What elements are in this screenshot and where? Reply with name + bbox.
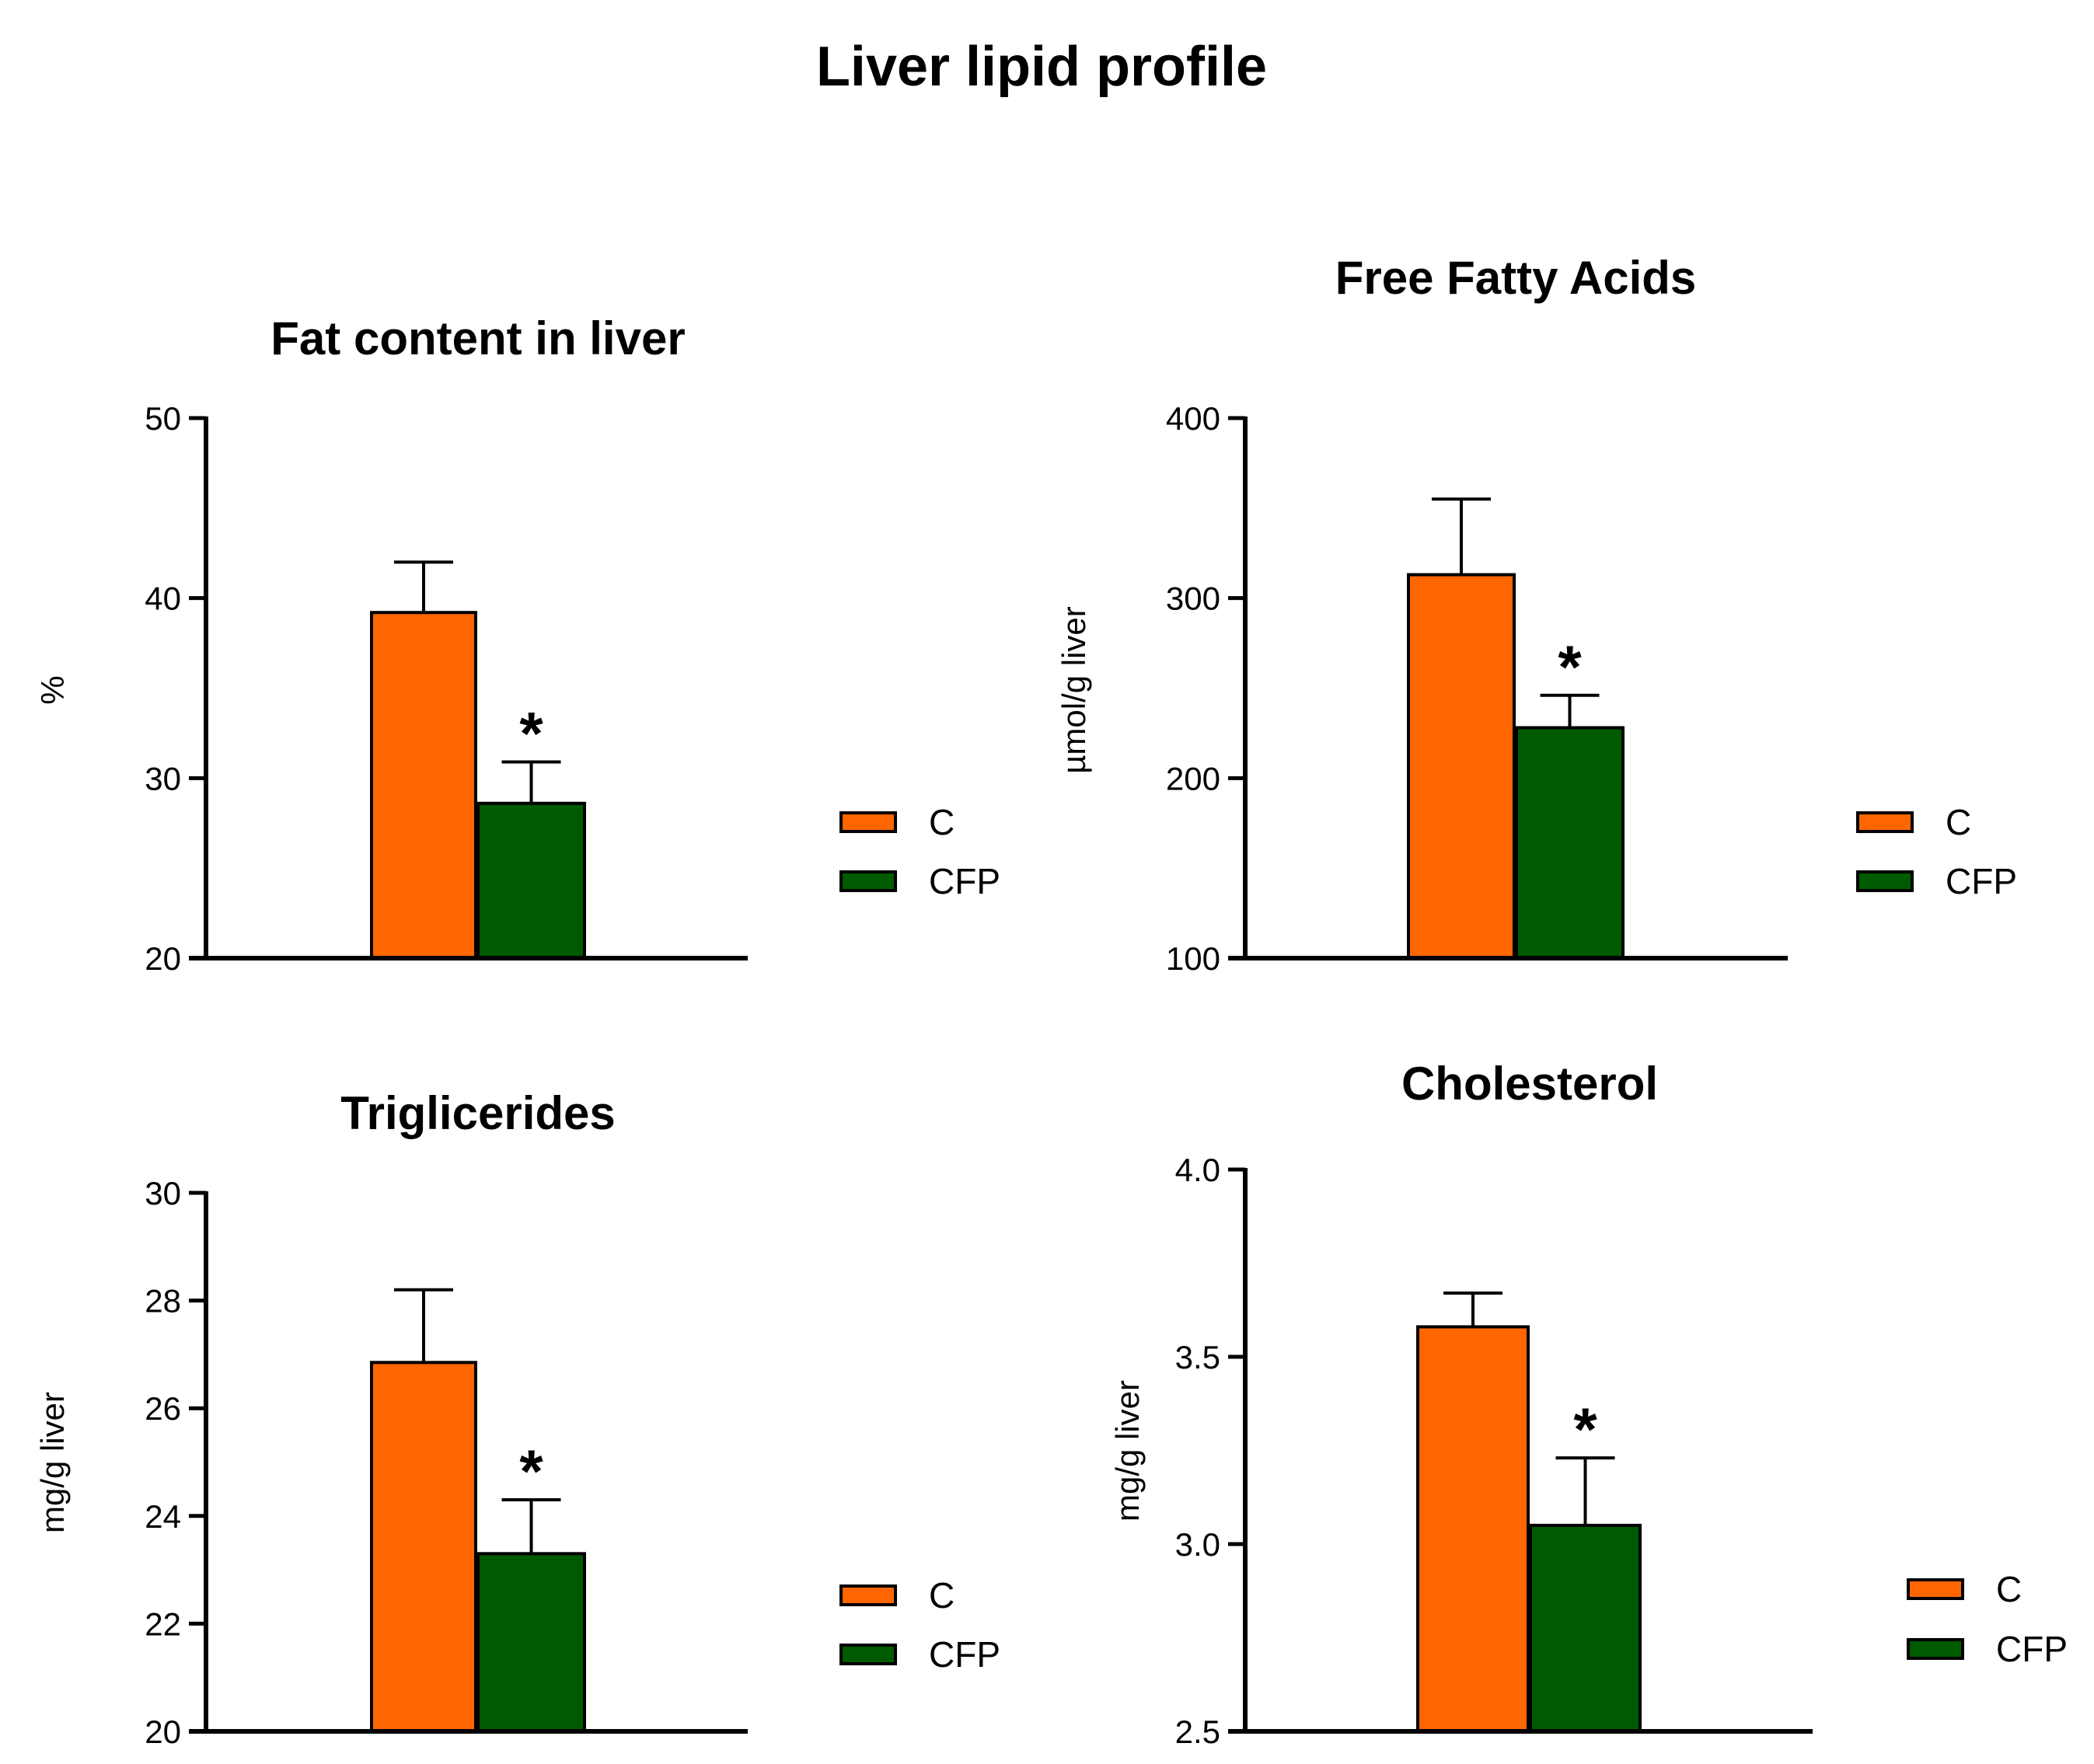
chart-panel-2: Free Fatty Acids µmol/g liver * 100 200 300 40… [1056, 252, 2017, 977]
bar-cfp [1529, 1523, 1642, 1734]
chart-title: Fat content in liver [270, 312, 685, 364]
legend-swatch-cfp [839, 870, 897, 892]
y-tick-label: 30 [145, 1175, 181, 1211]
legend-label-cfp: CFP [1946, 861, 2017, 901]
bar-c [1416, 1325, 1530, 1733]
legend-swatch-c [839, 1584, 897, 1606]
legend-swatch-c [1856, 811, 1914, 833]
significance-marker: * [519, 1437, 543, 1505]
y-axis-label: % [34, 675, 71, 704]
legend-label-c: C [929, 802, 955, 842]
legend-label-cfp: CFP [929, 1634, 1000, 1675]
y-tick-label: 200 [1166, 760, 1220, 797]
y-tick-label: 24 [145, 1498, 181, 1535]
bar-c [370, 611, 477, 960]
chart-title: Cholesterol [1401, 1058, 1658, 1110]
y-tick-label: 100 [1166, 940, 1220, 977]
bar-c [1407, 573, 1516, 960]
y-tick-label: 20 [145, 940, 181, 977]
y-tick-label: 400 [1166, 400, 1220, 437]
y-tick-label: 300 [1166, 580, 1220, 617]
y-tick-label: 40 [145, 580, 181, 617]
chart-panel-4: Cholesterol mg/g liver * 2.5 3.0 3.5 4.0 C CFP [1109, 1058, 2068, 1750]
legend-label-c: C [1996, 1569, 2022, 1609]
bar-c [370, 1361, 477, 1734]
significance-marker: * [519, 699, 543, 767]
legend-label-c: C [1946, 802, 1971, 842]
legend-swatch-c [1907, 1578, 1964, 1600]
legend-label-cfp: CFP [929, 861, 1000, 901]
legend-swatch-cfp [839, 1644, 897, 1665]
y-tick-label: 50 [145, 400, 181, 437]
legend-swatch-cfp [1856, 870, 1914, 892]
legend-swatch-cfp [1907, 1638, 1964, 1660]
y-tick-label: 30 [145, 760, 181, 797]
bar-cfp [476, 801, 586, 960]
y-tick-label: 3.5 [1175, 1339, 1220, 1375]
y-tick-label: 26 [145, 1390, 181, 1427]
bar-cfp [476, 1552, 586, 1734]
y-tick-label: 4.0 [1175, 1152, 1220, 1188]
figure-title: Liver lipid profile [816, 36, 1267, 98]
legend-label-cfp: CFP [1996, 1629, 2068, 1669]
chart-title: Free Fatty Acids [1335, 252, 1697, 304]
y-tick-label: 20 [145, 1713, 181, 1750]
chart-panel-3: Triglicerides mg/g liver * 20 22 24 26 28 30 C CFP [34, 1087, 1000, 1750]
y-axis-label: mg/g liver [1109, 1380, 1146, 1522]
chart-panel-1: Fat content in liver% * 20 30 40 50 C CFP [34, 312, 1000, 977]
chart-title: Triglicerides [340, 1087, 616, 1139]
legend-swatch-c [839, 811, 897, 833]
y-tick-label: 28 [145, 1283, 181, 1320]
significance-marker: * [1558, 633, 1582, 701]
significance-marker: * [1573, 1395, 1597, 1463]
legend-label-c: C [929, 1575, 955, 1616]
y-tick-label: 22 [145, 1605, 181, 1642]
y-tick-label: 3.0 [1175, 1526, 1220, 1563]
y-axis-label: µmol/g liver [1056, 606, 1092, 774]
y-axis-label: mg/g liver [34, 1392, 71, 1533]
bar-cfp [1515, 726, 1625, 960]
y-tick-label: 2.5 [1175, 1713, 1220, 1750]
